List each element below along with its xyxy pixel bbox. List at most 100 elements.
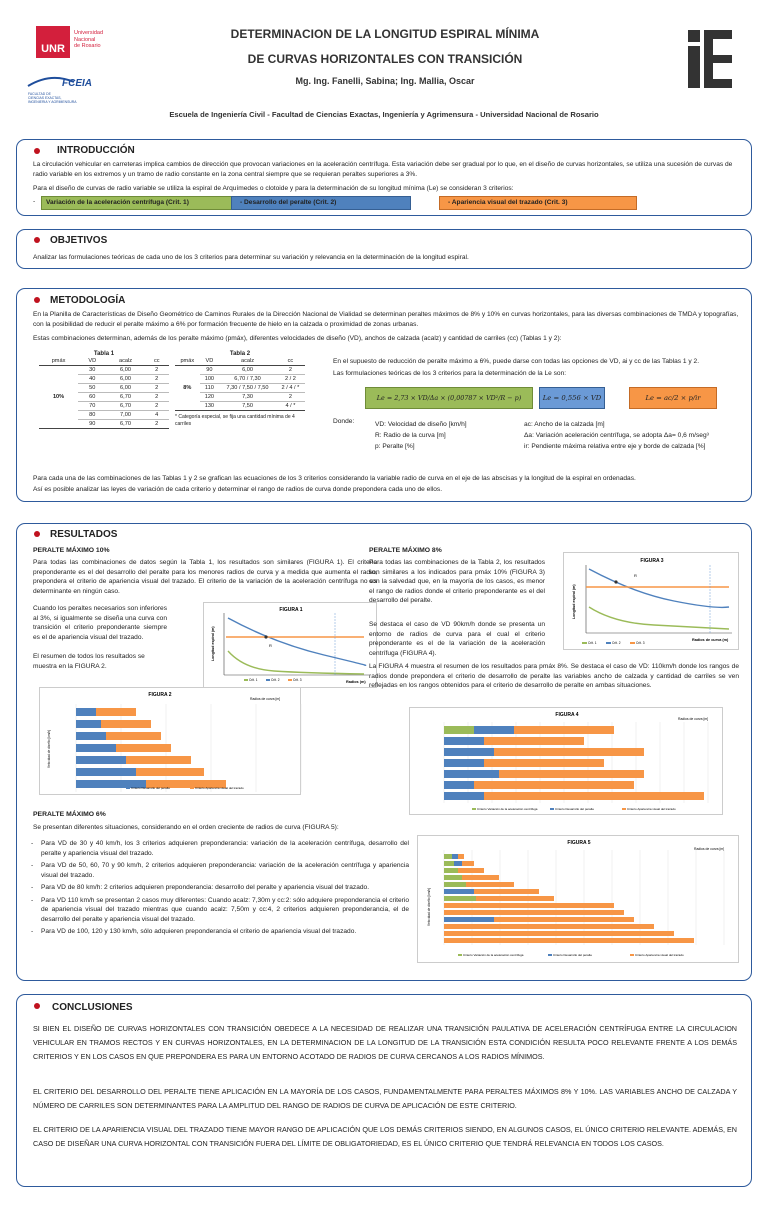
figura3-intersect-point [614, 580, 618, 584]
objetivos-text: Analizar las formulaciones teóricas de c… [33, 254, 469, 261]
bar-segment [96, 708, 136, 716]
table-row: 90 6,70 2 [39, 419, 169, 429]
intro-panel: INTRODUCCIÓN La circulación vehicular en… [16, 139, 752, 216]
figura2-svg: FIGURA 2 Radios de curva [m] Velocidad d… [47, 692, 302, 792]
pm8-p3: La FIGURA 4 muestra el resumen de los re… [369, 663, 739, 690]
conclusiones-panel: CONCLUSIONES SI BIEN EL DISEÑO DE CURVAS… [16, 994, 752, 1187]
table-row: 70 6,70 2 [39, 401, 169, 411]
figura1-svg: FIGURA 1 Longitud espiral (m) Radios (m)… [211, 607, 369, 684]
tabla2-note: * Categoría especial, se fija una cantid… [175, 414, 295, 427]
figura2-legend-3: Criterio Apariencia visual del trazado [195, 786, 244, 790]
intro-p2: Para el diseño de curvas de radio variab… [33, 185, 514, 192]
donde-p: p: Peralte [%] [375, 443, 415, 450]
pm10-title: PERALTE MÁXIMO 10% [33, 547, 110, 554]
donde-ac: ac: Ancho de la calzada [m] [524, 421, 605, 428]
figura1-intersect-point [264, 635, 268, 639]
metodologia-panel: METODOLOGÍA En la Planilla de Caracterís… [16, 288, 752, 502]
formula-crit3: Le = ac/2 × p/ir [629, 387, 717, 409]
figura4-svg: FIGURA 4 Radios de curva [m] Criterio Va… [443, 712, 708, 811]
bar-segment [116, 744, 171, 752]
figura5-chart: FIGURA 5 Radios de curva [m] Velocidad d… [417, 835, 739, 963]
pm10-p3: El resumen de todos los resultados se mu… [33, 653, 145, 670]
conclusiones-p3: EL CRITERIO DE LA APARIENCIA VISUAL DEL … [33, 1125, 737, 1149]
figura3-crit1-line [588, 606, 730, 630]
figura3-chart: FIGURA 3 Longitud espiral (m) Radios de … [563, 552, 739, 650]
metodologia-title: METODOLOGÍA [50, 295, 126, 306]
tabla2-table: pmáx VD acalz cc 8% 90 6,00 2 100 6,70 / 7,30 2 … [175, 357, 305, 411]
bar-segment [444, 861, 454, 866]
tabla1-header: acalz [106, 357, 145, 366]
bar-segment [466, 882, 514, 887]
bar-segment [444, 896, 476, 901]
bar-segment [444, 770, 499, 778]
bar-segment [444, 917, 494, 922]
fceia-logo-text: FCEIA [62, 78, 92, 89]
figura1-title: FIGURA 1 [279, 607, 302, 613]
bar-segment [452, 854, 458, 859]
bar-segment [76, 744, 116, 752]
crit2-box: - Desarrollo del peralte (Crit. 2) [231, 196, 411, 210]
figura1-legend-2: Crit. 2 [271, 678, 280, 682]
figura3-r-label: R [634, 573, 637, 578]
bar-segment [474, 726, 514, 734]
figura1-legend-3: Crit. 3 [293, 678, 302, 682]
tabla1-table: pmáx VD acalz cc 10% 30 6,00 2 40 6,00 2 50 6,00 2… [39, 357, 169, 429]
figura1-ylabel: Longitud espiral (m) [211, 626, 215, 661]
figura1-xlabel: Radios (m) [346, 680, 366, 684]
bar-segment [444, 759, 484, 767]
figura5-legend-1: Criterio Variación de la aceleración cen… [463, 953, 524, 957]
list-item: - Para VD 110 km/h se presentan 2 casos m… [31, 896, 409, 923]
metodologia-p6: Así es posible analizar las leyes de var… [33, 486, 443, 493]
bar-segment [474, 889, 539, 894]
bar-segment [126, 756, 191, 764]
tabla2-header: acalz [219, 357, 276, 366]
bar-segment [458, 868, 484, 873]
tabla2-title: Tabla 2 [229, 351, 251, 357]
metodologia-bullet-icon [34, 297, 40, 303]
bar-segment [444, 868, 458, 873]
bar-segment [76, 708, 96, 716]
bar-segment [444, 931, 674, 936]
figura5-xlabel: Radios de curva [m] [694, 847, 724, 851]
bar-segment [462, 875, 499, 880]
figura3-ylabel: Longitud espiral (m) [572, 584, 576, 619]
pm8-p1: Para todas las combinaciones de la Tabla… [369, 559, 545, 605]
figura5-legend-2: Criterio Desarrollo del peralte [553, 953, 592, 957]
intro-bullet-icon [34, 148, 40, 154]
table-row: 130 7,50 4 / * [175, 401, 305, 411]
resultados-title: RESULTADOS [50, 529, 118, 540]
metodologia-p1: En la Planilla de Características de Dis… [33, 311, 739, 328]
figura2-xlabel: Radios de curva [m] [250, 697, 280, 701]
conclusiones-p2: EL CRITERIO DEL DESARROLLO DEL PERALTE T… [33, 1087, 737, 1111]
metodologia-p3: En el supuesto de reducción de peralte m… [333, 358, 700, 365]
fceia-logo: FCEIA FACULTAD DE CIENCIAS EXACTAS, INGENI… [26, 72, 106, 106]
crit3-box: - Apariencia visual del trazado (Crit. 3… [439, 196, 637, 210]
table-row: 80 7,00 4 [39, 410, 169, 420]
figura2-title: FIGURA 2 [148, 692, 171, 698]
bar-segment [444, 726, 474, 734]
objetivos-bullet-icon [34, 237, 40, 243]
bar-segment [462, 861, 474, 866]
list-item: - Para VD de 30 y 40 km/h, los 3 criterio… [31, 840, 409, 857]
metodologia-p2: Estas combinaciones determinan, además d… [33, 335, 562, 342]
figura2-ylabel: Velocidad de diseño [km/h] [47, 730, 51, 768]
bar-segment [106, 732, 161, 740]
figura4-legend-2: Criterio Desarrollo del peralte [555, 807, 594, 811]
figura5-title: FIGURA 5 [567, 840, 590, 846]
table-row: 120 7,30 2 [175, 392, 305, 402]
bar-segment [136, 768, 204, 776]
table-row: 110 7,30 / 7,50 / 7,50 2 / 4 / * [175, 383, 305, 393]
fceia-logo-sub: FACULTAD DE CIENCIAS EXACTAS, INGENIERIA Y… [28, 92, 77, 105]
objetivos-title: OBJETIVOS [50, 235, 108, 246]
list-item: - Para VD de 50, 60, 70 y 90 km/h, 2 crit… [31, 862, 409, 879]
figura3-xlabel: Radios de curva (m) [692, 638, 729, 642]
bar-segment [444, 737, 484, 745]
bar-segment [484, 792, 704, 800]
resultados-panel: RESULTADOS PERALTE MÁXIMO 10% Para todas… [16, 523, 752, 981]
figura5-svg: FIGURA 5 Radios de curva [m] Velocidad d… [427, 840, 724, 957]
tabla1-header: cc [144, 357, 169, 366]
intro-p1: La circulación vehicular en carreteras i… [33, 161, 733, 178]
bar-segment [474, 781, 634, 789]
tabla1: Tabla 1 pmáx VD acalz cc 10% 30 6,00 2 40 6,00 2… [39, 351, 169, 429]
tabla2-header: cc [275, 357, 305, 366]
